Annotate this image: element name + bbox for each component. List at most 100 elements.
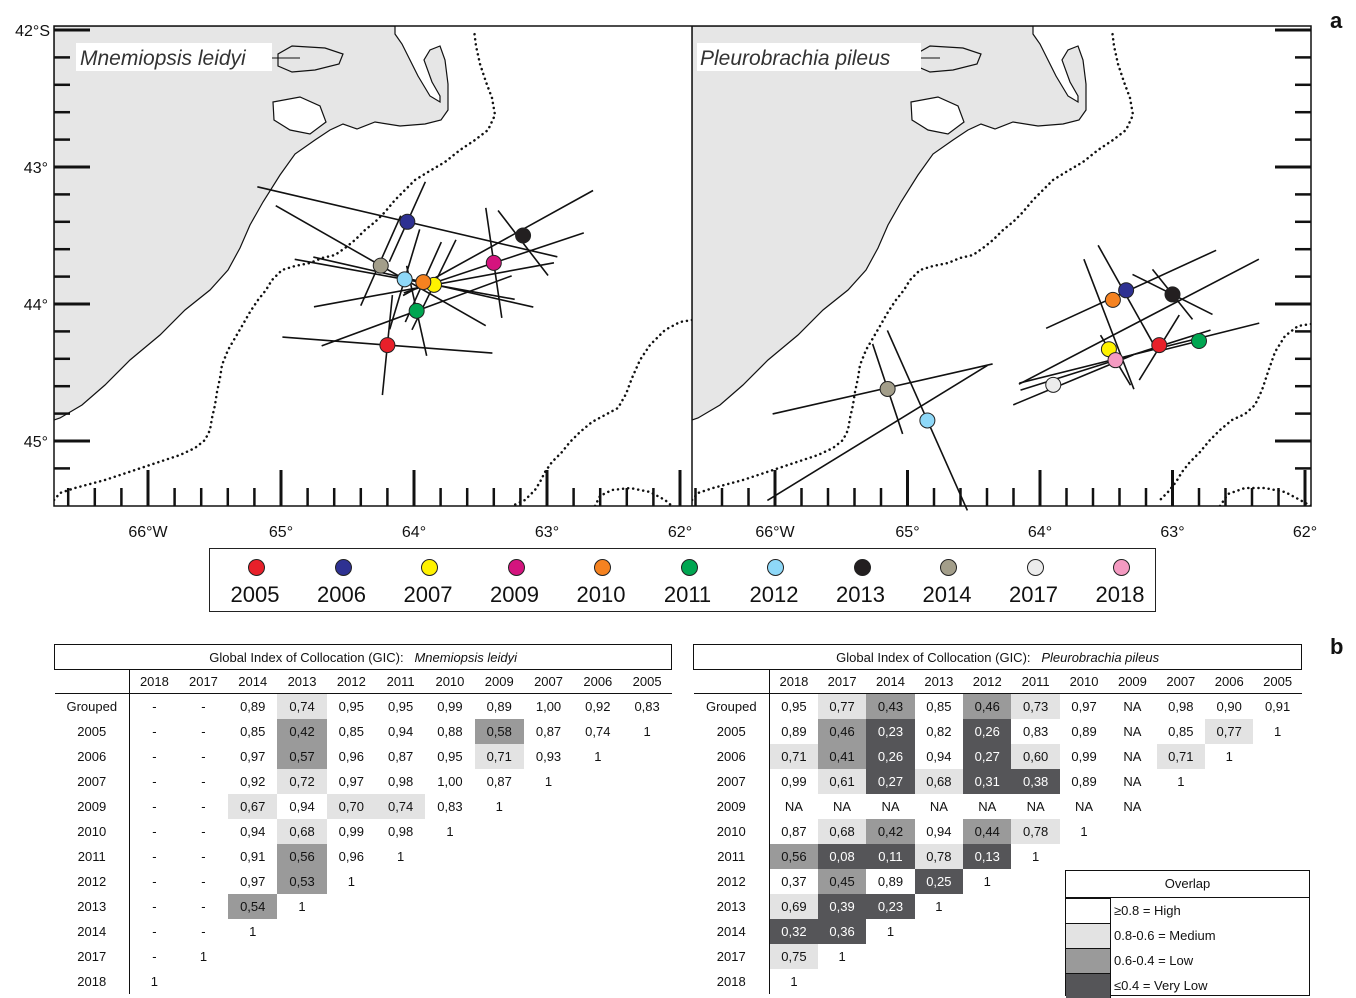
overlap-swatch — [1066, 898, 1111, 923]
point-2006 — [399, 213, 416, 230]
coastline-left — [54, 26, 692, 506]
map-title-right: Pleurobrachia pileus — [697, 43, 940, 71]
gic-cell: 0,89 — [1059, 719, 1109, 744]
gic-cell — [866, 944, 914, 969]
overlap-swatch — [1066, 923, 1111, 948]
gic-cell: 0,83 — [1011, 719, 1060, 744]
gic-cell: 0,77 — [817, 693, 867, 719]
year-legend-item-2018: 2018 — [1077, 549, 1163, 611]
gic-cell — [1011, 969, 1059, 994]
gic-cell: 0,96 — [326, 744, 376, 769]
gic-cell: 0,11 — [866, 844, 915, 869]
gic-cell: 1 — [277, 894, 327, 919]
year-legend-label: 2011 — [663, 582, 712, 607]
gic-cell — [1253, 744, 1301, 769]
overlap-legend-item: 0.8-0.6 = Medium — [1066, 923, 1309, 948]
gic-cell: 0,56 — [277, 844, 327, 869]
gic-cell — [622, 919, 671, 944]
gic-cell: - — [129, 919, 179, 944]
gic-cell: 1 — [622, 719, 672, 744]
gic-cell: 1 — [866, 919, 915, 944]
gic-cell: 0,83 — [425, 794, 475, 819]
point-2013 — [515, 227, 532, 244]
gic-cell — [573, 919, 622, 944]
point-2010 — [1104, 291, 1121, 308]
gic-cell — [1108, 844, 1156, 869]
gic-cell — [573, 769, 622, 794]
table-row: 2010 0,87 0,68 0,42 0,94 0,44 0,78 1 — [693, 819, 1302, 844]
gic-cell: 1 — [178, 944, 229, 969]
lat-tick-label: 44° — [24, 297, 48, 314]
year-legend-item-2010: 2010 — [558, 549, 644, 611]
gic-cell: 0,41 — [817, 744, 867, 769]
gic-cell: 0,97 — [1059, 693, 1109, 719]
gic-cell — [963, 944, 1011, 969]
gic-cell — [524, 969, 573, 994]
point-2014 — [372, 257, 389, 274]
year-legend-swatch — [507, 559, 525, 576]
gic-cell — [277, 969, 326, 994]
gic-cell: 0,42 — [866, 819, 915, 844]
year-legend-item-2012: 2012 — [731, 549, 817, 611]
overlap-legend-label: 0.6-0.4 = Low — [1114, 953, 1194, 968]
gic-cell: 1 — [1253, 719, 1302, 744]
gic-cell: 0,73 — [1011, 693, 1060, 719]
gic-cell: - — [178, 744, 229, 769]
table-row: 2014 0,32 0,36 1 — [693, 919, 1302, 944]
gic-cell — [327, 894, 376, 919]
table-corner — [693, 669, 770, 694]
gic-cell — [1205, 819, 1253, 844]
svg-text:Mnemiopsis leidyi: Mnemiopsis leidyi — [80, 47, 247, 70]
point-2010 — [415, 274, 432, 291]
gic-cell — [622, 944, 671, 969]
gic-cell: 0,78 — [1011, 819, 1060, 844]
gic-cell: 0,89 — [769, 719, 818, 744]
gic-cell: 0,96 — [326, 844, 376, 869]
gic-cell — [376, 969, 425, 994]
gic-cell — [915, 969, 963, 994]
gic-cell: 0,95 — [425, 744, 475, 769]
gic-cell: - — [129, 693, 179, 719]
gic-cell: 0,44 — [963, 819, 1012, 844]
gic-cell — [963, 969, 1011, 994]
gic-cell: NA — [866, 794, 915, 819]
gic-cell — [573, 819, 622, 844]
table-row: 2007 0,99 0,61 0,27 0,68 0,31 0,38 0,89 NA 1 — [693, 769, 1302, 794]
table-row: Grouped 0,95 0,77 0,43 0,85 0,46 0,73 0,97 NA 0,9… — [693, 693, 1302, 719]
gic-cell — [573, 944, 622, 969]
gic-cell: 0,91 — [1253, 693, 1302, 719]
gic-cell: 0,74 — [375, 794, 426, 819]
gic-cell — [524, 944, 573, 969]
gic-cell — [376, 894, 425, 919]
gic-cell: NA — [963, 794, 1012, 819]
gic-cell: 1 — [326, 869, 376, 894]
gic-cell: 0,85 — [326, 719, 376, 744]
year-legend-swatch — [767, 559, 784, 576]
map-title-left: Mnemiopsis leidyi — [76, 43, 300, 71]
gic-cell: - — [178, 819, 229, 844]
table-row: 2007- -0,92 0,72 0,97 0,98 1,00 0,87 1 — [54, 769, 672, 794]
point-2006 — [1118, 282, 1135, 299]
year-legend-item-2017: 2017 — [991, 549, 1077, 611]
gic-cell: 0,99 — [425, 693, 475, 719]
table-row: 2017 0,75 1 — [693, 944, 1302, 969]
gic-cell — [425, 919, 474, 944]
gic-cell — [1157, 844, 1205, 869]
gic-cell: 0,83 — [622, 693, 672, 719]
lon-tick-label: 65° — [895, 524, 919, 540]
table-row: 2006 0,71 0,41 0,26 0,94 0,27 0,60 0,99 NA 0,71 1 — [693, 744, 1302, 769]
gic-cell: 0,54 — [228, 894, 278, 919]
lon-tick-label: 66°W — [755, 524, 795, 540]
gic-cell: - — [129, 794, 179, 819]
row-label: 2005 — [693, 719, 770, 744]
column-header: 2006 — [1205, 669, 1254, 694]
gic-cell — [1157, 794, 1205, 819]
gic-cell — [1205, 844, 1253, 869]
gic-cell — [327, 919, 376, 944]
gic-cell: 1 — [129, 969, 179, 994]
gic-cell: 1,00 — [425, 769, 475, 794]
year-legend-swatch — [853, 559, 871, 576]
gic-cell — [425, 894, 474, 919]
lat-tick-label: 42°S — [15, 23, 50, 40]
gic-cell — [425, 969, 474, 994]
